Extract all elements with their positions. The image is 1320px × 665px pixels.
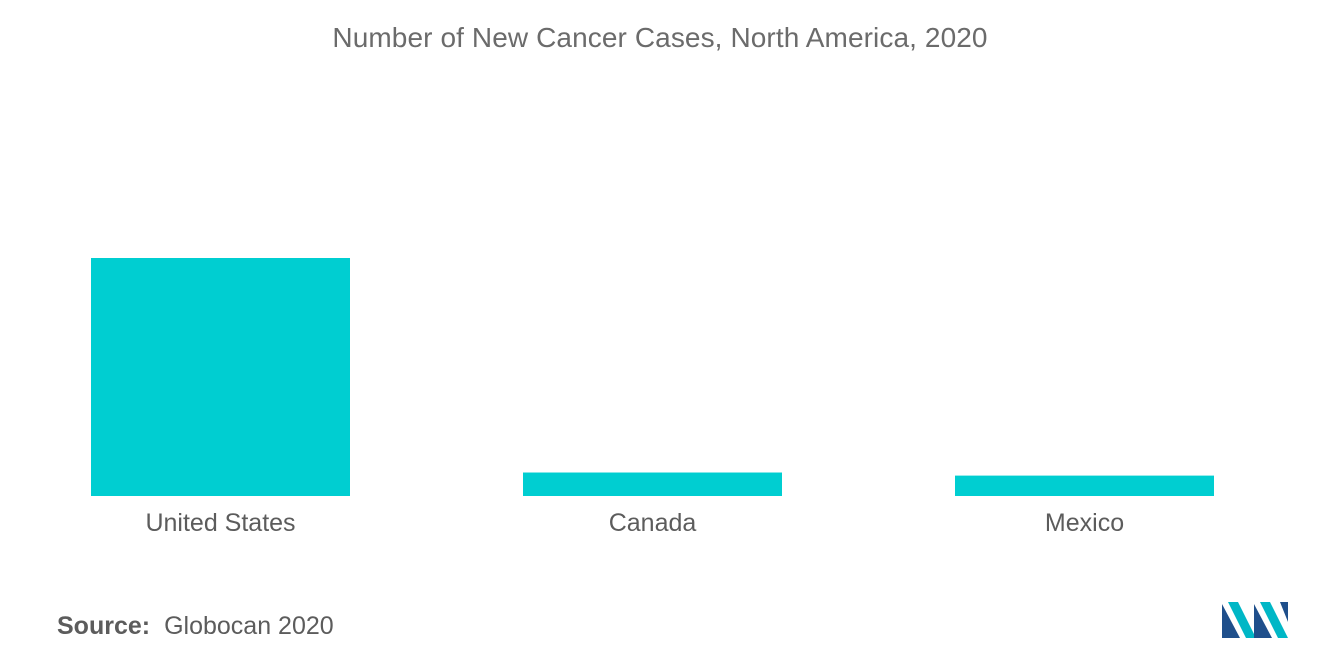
x-tick-label: Canada xyxy=(609,509,697,537)
x-tick-label: United States xyxy=(145,509,295,537)
mordor-intelligence-logo-icon xyxy=(1222,602,1288,638)
bar-chart: United States Canada Mexico xyxy=(91,258,1214,537)
bar-united-states xyxy=(91,258,350,496)
bar-canada xyxy=(523,472,782,496)
bar-mexico xyxy=(955,475,1214,496)
x-tick-label: Mexico xyxy=(1045,509,1124,537)
source-note: Source: Globocan 2020 xyxy=(57,612,334,641)
source-text: Globocan 2020 xyxy=(164,612,334,640)
chart-title: Number of New Cancer Cases, North Americ… xyxy=(332,22,988,53)
source-label: Source: xyxy=(57,612,151,640)
